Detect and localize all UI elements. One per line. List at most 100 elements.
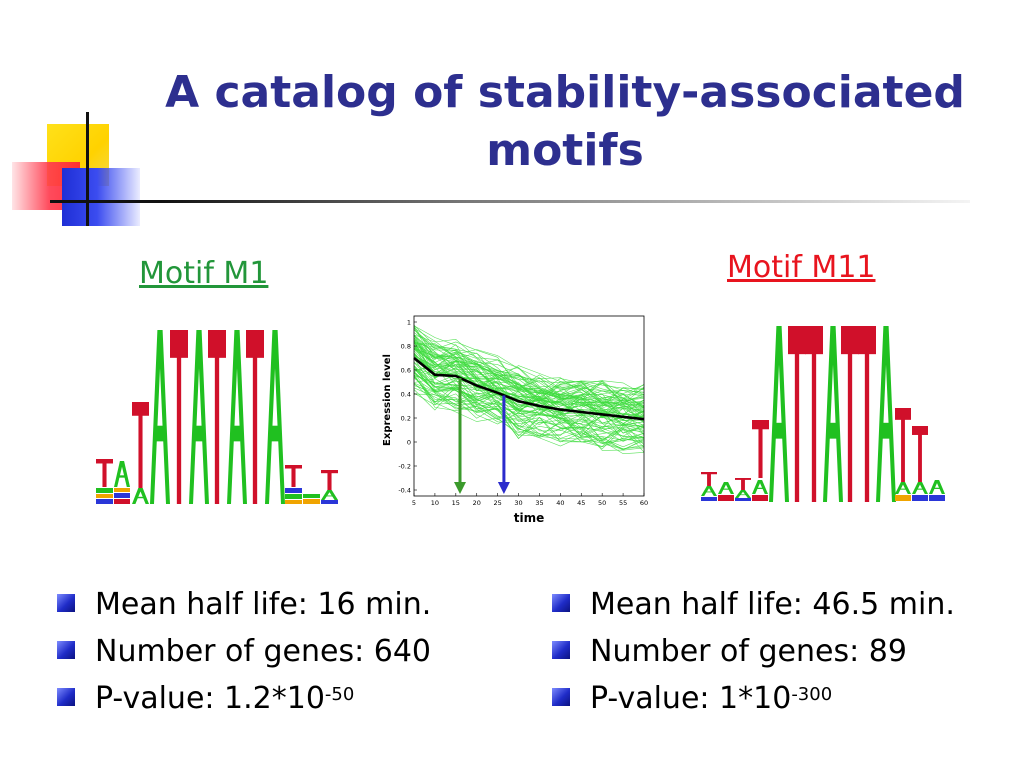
logo-base-t [858, 326, 876, 502]
logo-base-t [246, 330, 264, 504]
slide-title-line-1: A catalog of stability-associated [165, 67, 965, 118]
logo-base-t [321, 470, 338, 490]
stat-half-life: Mean half life: 16 min. [95, 587, 432, 622]
stat-gene-count: Number of genes: 640 [95, 634, 432, 669]
logo-base-t [96, 459, 113, 487]
x-tick-label: 55 [619, 499, 627, 507]
logo-base-t [208, 330, 226, 504]
x-tick-label: 35 [535, 499, 543, 507]
logo-base-a [701, 486, 717, 496]
bullet-square-icon [552, 688, 570, 706]
logo-base-t [788, 326, 806, 502]
x-tick-label: 15 [452, 499, 460, 507]
x-tick-label: 10 [431, 499, 439, 507]
list-item: P-value: 1*10-300 [552, 679, 955, 726]
title-underline [50, 200, 970, 203]
logo-base-t [752, 420, 769, 478]
motif-m1-stats: Mean half life: 16 min. Number of genes:… [57, 585, 431, 726]
half-life-arrow [454, 377, 466, 494]
half-life-arrows [454, 377, 510, 494]
x-tick-label: 60 [640, 499, 648, 507]
logo-base-t [132, 402, 149, 488]
gene-trace-line [413, 385, 645, 451]
list-item: Mean half life: 46.5 min. [552, 585, 955, 632]
gene-trace-line [413, 373, 645, 441]
decor-vertical-line [86, 112, 89, 226]
stat-p-value: P-value: 1.2*10 [95, 681, 325, 716]
logo-base-a [132, 488, 149, 504]
logo-base-t [170, 330, 188, 504]
y-tick-label: -0.2 [398, 463, 411, 471]
logo-base-a [929, 480, 945, 494]
logo-base-a [114, 461, 130, 487]
y-tick-label: -0.4 [398, 487, 411, 495]
x-tick-label: 30 [514, 499, 522, 507]
logo-base-a [752, 480, 768, 494]
list-item: Number of genes: 89 [552, 632, 955, 679]
slide-title-line-2: motifs [486, 125, 644, 176]
logo-base-a [876, 326, 896, 502]
gene-trace-line [413, 345, 645, 407]
logo-base-a [718, 482, 734, 494]
y-tick-label: 0.4 [401, 391, 411, 399]
logo-base-a [265, 330, 285, 504]
stat-p-value-exponent: -50 [324, 684, 355, 705]
gene-trace-line [413, 348, 645, 410]
gene-expression-traces [413, 324, 645, 455]
y-tick-label: 0 [407, 439, 411, 447]
y-tick-label: 0.2 [401, 415, 411, 423]
logo-base-t [735, 478, 751, 490]
x-tick-label: 40 [556, 499, 564, 507]
y-tick-label: 1 [407, 319, 411, 327]
gene-trace-line [413, 335, 645, 419]
gene-trace-line [413, 332, 645, 405]
logo-base-t [841, 326, 859, 502]
x-tick-label: 45 [577, 499, 585, 507]
y-axis-label: Expression level [382, 354, 393, 446]
gene-trace-line [413, 368, 645, 444]
gene-trace-line [413, 341, 645, 402]
stat-p-value-exponent: -300 [791, 684, 833, 705]
stat-gene-count: Number of genes: 89 [590, 634, 907, 669]
gene-trace-line [413, 348, 645, 426]
y-axis-ticks: -0.4 -0.2 0 0.2 0.4 0.6 0.8 1 [398, 319, 417, 495]
mean-expression-line [413, 356, 645, 421]
logo-base-a [769, 326, 789, 502]
bullet-square-icon [57, 594, 75, 612]
bullet-square-icon [552, 594, 570, 612]
y-tick-label: 0.6 [401, 367, 411, 375]
logo-base-a [227, 330, 247, 504]
logo-base-a [823, 326, 843, 502]
gene-trace-line [413, 382, 645, 442]
gene-trace-line [413, 378, 645, 446]
x-tick-label: 5 [412, 499, 416, 507]
gene-trace-line [413, 384, 645, 450]
half-life-arrow [497, 395, 510, 494]
expression-chart: 5 10 15 20 25 30 35 40 45 50 55 60 -0.4 -0.2 0 0.2 0.4 0… [382, 315, 648, 525]
x-tick-label: 20 [473, 499, 481, 507]
logo-base-t [895, 408, 911, 482]
bullet-square-icon [57, 688, 75, 706]
plot-frame [413, 315, 645, 497]
mean-line-series [413, 356, 645, 421]
motif-m1-label[interactable]: Motif M1 [139, 256, 269, 291]
logo-base-t [805, 326, 823, 502]
gene-trace-line [413, 353, 645, 438]
gene-trace-line [413, 366, 645, 431]
logo-base-a [189, 330, 209, 504]
motif-m11-stats: Mean half life: 46.5 min. Number of gene… [552, 585, 955, 726]
y-tick-label: 0.8 [401, 343, 411, 351]
gene-trace-line [413, 335, 645, 412]
logo-base-a [150, 330, 170, 504]
stat-half-life: Mean half life: 46.5 min. [590, 587, 955, 622]
motif-m11-label[interactable]: Motif M11 [727, 250, 876, 285]
gene-trace-line [413, 342, 645, 406]
logo-base-a [895, 482, 911, 494]
gene-trace-line [413, 368, 645, 438]
decor-blue-square [62, 168, 140, 226]
logo-base-a [735, 490, 751, 498]
logo-base-a [321, 490, 338, 500]
logo-base-t [701, 472, 717, 486]
gene-trace-line [413, 355, 645, 415]
bullet-square-icon [552, 641, 570, 659]
